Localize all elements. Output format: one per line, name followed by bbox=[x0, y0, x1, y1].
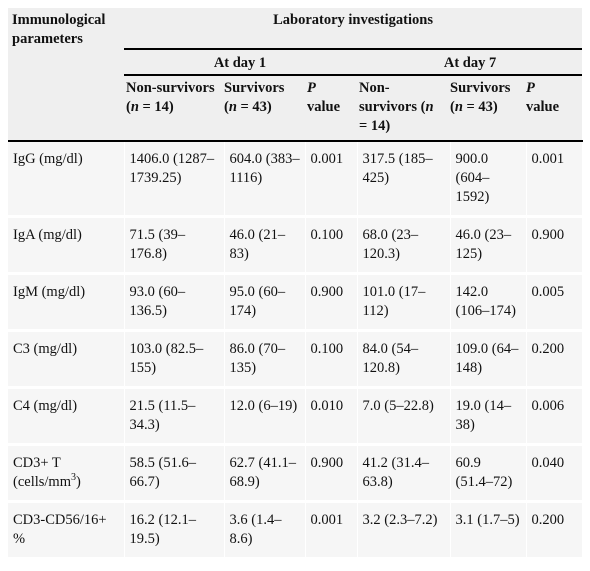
nonsurvivors-day1-cell: 1406.0 (1287–1739.25) bbox=[124, 141, 225, 217]
p-day1-cell: 0.001 bbox=[305, 141, 358, 217]
survivors-day1-cell: 3.6 (1.4–8.6) bbox=[224, 501, 306, 559]
param-cell: IgA (mg/dl) bbox=[8, 216, 125, 274]
survivors-day7-cell: 3.1 (1.7–5) bbox=[450, 501, 527, 559]
param-cell: IgG (mg/dl) bbox=[8, 141, 125, 217]
day7-header: At day 7 bbox=[357, 49, 583, 76]
p-day7-cell: 0.005 bbox=[526, 273, 583, 331]
nonsurvivors-day1-cell: 71.5 (39–176.8) bbox=[124, 216, 225, 274]
table-row: C4 (mg/dl) 21.5 (11.5–34.3) 12.0 (6–19) 0.0… bbox=[8, 387, 583, 445]
survivors-day7-cell: 109.0 (64–148) bbox=[450, 330, 527, 388]
nonsurvivors-day1-cell: 16.2 (12.1–19.5) bbox=[124, 501, 225, 559]
col-nonsurvivors-day1: Non-survivors (n = 14) bbox=[124, 75, 224, 141]
p-day1-cell: 0.100 bbox=[305, 330, 358, 388]
nonsurvivors-day7-cell: 3.2 (2.3–7.2) bbox=[357, 501, 451, 559]
col-nonsurvivors-day7: Non-survivors (n = 14) bbox=[357, 75, 450, 141]
param-unit-close: ) bbox=[76, 474, 81, 490]
survivors-day1-cell: 95.0 (60–174) bbox=[224, 273, 306, 331]
nonsurvivors-day7-cell: 41.2 (31.4–63.8) bbox=[357, 444, 451, 502]
p-day1-cell: 0.001 bbox=[305, 501, 358, 559]
survivors-day1-cell: 46.0 (21–83) bbox=[224, 216, 306, 274]
survivors-day1-cell: 604.0 (383–1116) bbox=[224, 141, 306, 217]
param-cell: C3 (mg/dl) bbox=[8, 330, 125, 388]
param-cell: C4 (mg/dl) bbox=[8, 387, 125, 445]
survivors-day1-cell: 12.0 (6–19) bbox=[224, 387, 306, 445]
p-day1-cell: 0.900 bbox=[305, 273, 358, 331]
survivors-day1-cell: 86.0 (70–135) bbox=[224, 330, 306, 388]
table-row: CD3+ T (cells/mm3) 58.5 (51.6–66.7) 62.7 (4… bbox=[8, 444, 583, 502]
nonsurvivors-day7-cell: 101.0 (17–112) bbox=[357, 273, 451, 331]
p-day1-cell: 0.010 bbox=[305, 387, 358, 445]
nonsurvivors-day7-cell: 84.0 (54–120.8) bbox=[357, 330, 451, 388]
param-cell: CD3+ T (cells/mm3) bbox=[8, 444, 125, 502]
table-row: IgA (mg/dl) 71.5 (39–176.8) 46.0 (21–83) 0.… bbox=[8, 216, 583, 274]
nonsurvivors-day1-cell: 58.5 (51.6–66.7) bbox=[124, 444, 225, 502]
col-survivors-day7: Survivors (n = 43) bbox=[450, 75, 526, 141]
p-day7-cell: 0.040 bbox=[526, 444, 583, 502]
immunology-table: Immunological parameters Laboratory inve… bbox=[8, 8, 583, 560]
immunology-table-container: Immunological parameters Laboratory inve… bbox=[8, 8, 583, 560]
survivors-day7-cell: 60.9 (51.4–72) bbox=[450, 444, 527, 502]
survivors-day7-cell: 19.0 (14–38) bbox=[450, 387, 527, 445]
nonsurvivors-day7-cell: 68.0 (23–120.3) bbox=[357, 216, 451, 274]
param-cell: CD3-CD56/16+ % bbox=[8, 501, 125, 559]
nonsurvivors-day1-cell: 21.5 (11.5–34.3) bbox=[124, 387, 225, 445]
survivors-day7-cell: 900.0 (604–1592) bbox=[450, 141, 527, 217]
nonsurvivors-day1-cell: 103.0 (82.5–155) bbox=[124, 330, 225, 388]
p-day7-cell: 0.001 bbox=[526, 141, 583, 217]
nonsurvivors-day7-cell: 317.5 (185–425) bbox=[357, 141, 451, 217]
param-unit-sup: 3 bbox=[71, 472, 76, 484]
p-day1-cell: 0.100 bbox=[305, 216, 358, 274]
table-row: C3 (mg/dl) 103.0 (82.5–155) 86.0 (70–135) 0… bbox=[8, 330, 583, 388]
p-day7-cell: 0.006 bbox=[526, 387, 583, 445]
nonsurvivors-day7-cell: 7.0 (5–22.8) bbox=[357, 387, 451, 445]
param-unit: (cells/mm bbox=[13, 474, 71, 490]
group-header: Laboratory investigations bbox=[124, 8, 583, 50]
survivors-day7-cell: 142.0 (106–174) bbox=[450, 273, 527, 331]
param-main: CD3+ T bbox=[13, 455, 61, 471]
table-row: IgM (mg/dl) 93.0 (60–136.5) 95.0 (60–174) 0… bbox=[8, 273, 583, 331]
p-day7-cell: 0.900 bbox=[526, 216, 583, 274]
survivors-day7-cell: 46.0 (23–125) bbox=[450, 216, 527, 274]
survivors-day1-cell: 62.7 (41.1–68.9) bbox=[224, 444, 306, 502]
p-day1-cell: 0.900 bbox=[305, 444, 358, 502]
table-row: IgG (mg/dl) 1406.0 (1287–1739.25) 604.0 (3… bbox=[8, 141, 583, 217]
p-day7-cell: 0.200 bbox=[526, 501, 583, 559]
param-cell: IgM (mg/dl) bbox=[8, 273, 125, 331]
param-header: Immunological parameters bbox=[8, 8, 124, 141]
col-survivors-day1: Survivors (n = 43) bbox=[224, 75, 305, 141]
day1-header: At day 1 bbox=[124, 49, 358, 76]
table-row: CD3-CD56/16+ % 16.2 (12.1–19.5) 3.6 (1.4–8… bbox=[8, 501, 583, 559]
nonsurvivors-day1-cell: 93.0 (60–136.5) bbox=[124, 273, 225, 331]
p-day7-cell: 0.200 bbox=[526, 330, 583, 388]
